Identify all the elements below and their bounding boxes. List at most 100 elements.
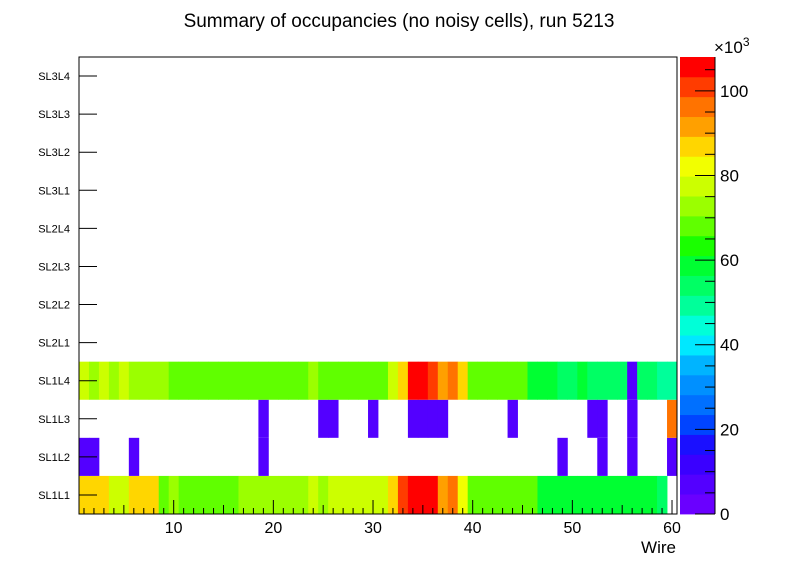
cell-SL1L1-wire-26: [328, 475, 339, 514]
color-scale-label-20: 20: [720, 420, 739, 439]
cell-SL1L3-wire-35: [417, 399, 429, 438]
y-tick-label-SL1L1: SL1L1: [38, 490, 70, 502]
cell-SL1L2-wire-56: [627, 437, 638, 476]
y-axis: SL1L1 SL1L2 SL1L3 SL1L4 SL2L1 SL2L2 SL2L3 SL2L4…: [38, 71, 97, 502]
cell-SL1L1-wire-4: [108, 475, 120, 514]
cell-SL1L3-wire-36: [427, 399, 439, 438]
cell-SL1L4-wire-52: [587, 361, 598, 400]
cell-SL1L1-wire-27: [338, 475, 349, 514]
cell-SL1L3-wire-53: [597, 399, 608, 438]
cell-SL1L4-wire-36: [427, 361, 439, 400]
cell-SL1L4-wire-46: [527, 361, 538, 400]
cell-SL1L4-wire-17: [238, 361, 249, 400]
color-scale-step-21: [680, 76, 715, 98]
x-tick-label-60: 60: [663, 520, 681, 537]
cell-SL1L4-wire-57: [637, 361, 648, 400]
color-scale-step-7: [680, 355, 715, 376]
cell-SL1L1-wire-25: [318, 475, 329, 514]
color-scale-step-3: [680, 434, 715, 455]
cell-SL1L4-wire-55: [617, 361, 628, 400]
cell-SL1L1-wire-37: [437, 475, 449, 514]
cell-SL1L4-wire-48: [547, 361, 558, 400]
cell-SL1L3-wire-34: [407, 399, 419, 438]
cell-SL1L1-wire-49: [557, 475, 568, 514]
heatmap-cells: [79, 361, 678, 514]
cell-SL1L1-wire-15: [218, 475, 229, 514]
x-tick-label-30: 30: [364, 520, 382, 537]
color-scale-step-4: [680, 414, 715, 435]
color-scale-step-8: [680, 335, 715, 356]
cell-SL1L2-wire-53: [597, 437, 608, 476]
cell-SL1L1-wire-35: [417, 475, 429, 514]
cell-SL1L2-wire-60: [667, 437, 678, 476]
cell-SL1L4-wire-15: [218, 361, 229, 400]
color-scale-step-10: [680, 295, 715, 316]
cell-SL1L3-wire-37: [437, 399, 449, 438]
exponent-base: ×10: [714, 38, 743, 57]
x-axis-label: Wire: [641, 538, 676, 557]
cell-SL1L1-wire-39: [457, 475, 469, 514]
cell-SL1L4-wire-21: [278, 361, 289, 400]
cell-SL1L1-wire-32: [387, 475, 399, 514]
cell-SL1L4-wire-32: [387, 361, 399, 400]
cell-SL1L1-wire-52: [587, 475, 598, 514]
x-tick-label-10: 10: [165, 520, 183, 537]
cell-SL1L4-wire-33: [397, 361, 409, 400]
color-scale-label-80: 80: [720, 166, 739, 185]
cell-SL1L1-wire-23: [298, 475, 309, 514]
cell-SL1L1-wire-34: [407, 475, 419, 514]
cell-SL1L1-wire-21: [278, 475, 289, 514]
cell-SL1L3-wire-19: [258, 399, 269, 438]
cell-SL1L4-wire-38: [447, 361, 459, 400]
cell-SL1L3-wire-26: [328, 399, 339, 438]
cell-SL1L4-wire-35: [417, 361, 429, 400]
cell-SL1L1-wire-59: [657, 475, 668, 514]
cell-SL1L4-wire-7: [138, 361, 150, 400]
color-scale-step-19: [680, 116, 715, 137]
exponent-power: 3: [743, 35, 750, 49]
cell-SL1L1-wire-14: [208, 475, 219, 514]
cell-SL1L1-wire-57: [637, 475, 648, 514]
color-scale-step-1: [680, 474, 715, 495]
cell-SL1L1-wire-20: [268, 475, 279, 514]
cell-SL1L1-wire-7: [138, 475, 150, 514]
cell-SL1L4-wire-24: [308, 361, 319, 400]
color-scale-step-0: [680, 494, 715, 515]
cell-SL1L1-wire-29: [358, 475, 369, 514]
cell-SL1L1-wire-5: [118, 475, 130, 514]
cell-SL1L4-wire-25: [318, 361, 329, 400]
cell-SL1L3-wire-60: [667, 399, 678, 438]
cell-SL1L4-wire-20: [268, 361, 279, 400]
cell-SL1L4-wire-23: [298, 361, 309, 400]
cell-SL1L4-wire-6: [128, 361, 140, 400]
color-scale-step-20: [680, 96, 715, 118]
color-scale-label-40: 40: [720, 336, 739, 355]
color-scale-step-11: [680, 275, 715, 296]
cell-SL1L2-wire-19: [258, 437, 269, 476]
y-tick-label-SL1L4: SL1L4: [38, 376, 70, 388]
cell-SL1L1-wire-58: [647, 475, 658, 514]
cell-SL1L4-wire-5: [118, 361, 130, 400]
cell-SL1L1-wire-24: [308, 475, 319, 514]
cell-SL1L1-wire-22: [288, 475, 299, 514]
cell-SL1L4-wire-26: [328, 361, 339, 400]
cell-SL1L4-wire-4: [108, 361, 120, 400]
cell-SL1L4-wire-28: [348, 361, 359, 400]
cell-SL1L1-wire-47: [537, 475, 548, 514]
cell-SL1L4-wire-54: [607, 361, 618, 400]
color-scale-label-0: 0: [720, 505, 729, 524]
cell-SL1L1-wire-3: [98, 475, 110, 514]
cell-SL1L4-wire-58: [647, 361, 658, 400]
color-scale-exponent: ×103: [714, 35, 750, 57]
x-tick-label-40: 40: [464, 520, 482, 537]
cell-SL1L4-wire-51: [577, 361, 588, 400]
cell-SL1L1-wire-11: [178, 475, 190, 514]
cell-SL1L4-wire-53: [597, 361, 608, 400]
cell-SL1L4-wire-27: [338, 361, 349, 400]
cell-SL1L4-wire-39: [457, 361, 469, 400]
x-tick-label-50: 50: [563, 520, 581, 537]
cell-SL1L1-wire-9: [158, 475, 170, 514]
color-scale-step-17: [680, 156, 715, 177]
color-scale-step-14: [680, 215, 715, 237]
cell-SL1L1-wire-41: [477, 475, 489, 514]
